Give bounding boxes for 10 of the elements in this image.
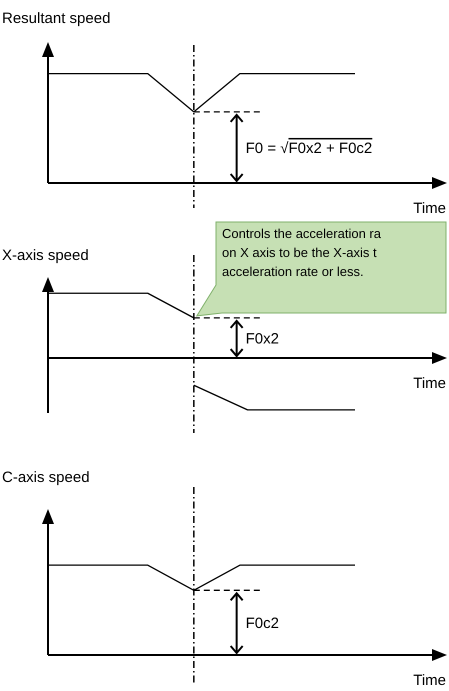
- y-axis-title: C-axis speed: [2, 469, 90, 486]
- x-axis-title: Time: [413, 672, 446, 689]
- annotation: F0x2: [246, 330, 280, 348]
- y-axis-title: X-axis speed: [2, 247, 89, 264]
- y-axis-title: Resultant speed: [2, 10, 110, 27]
- x-axis-title: Time: [413, 375, 446, 392]
- annotation: F0 = √F0x2 + F0c2: [246, 140, 372, 157]
- text: Controls the acceleration ra on X axis to be the X-axis t acceleration rate or less.: [222, 226, 382, 279]
- annotation: F0c2: [246, 615, 280, 632]
- x-axis-title: Time: [413, 200, 446, 217]
